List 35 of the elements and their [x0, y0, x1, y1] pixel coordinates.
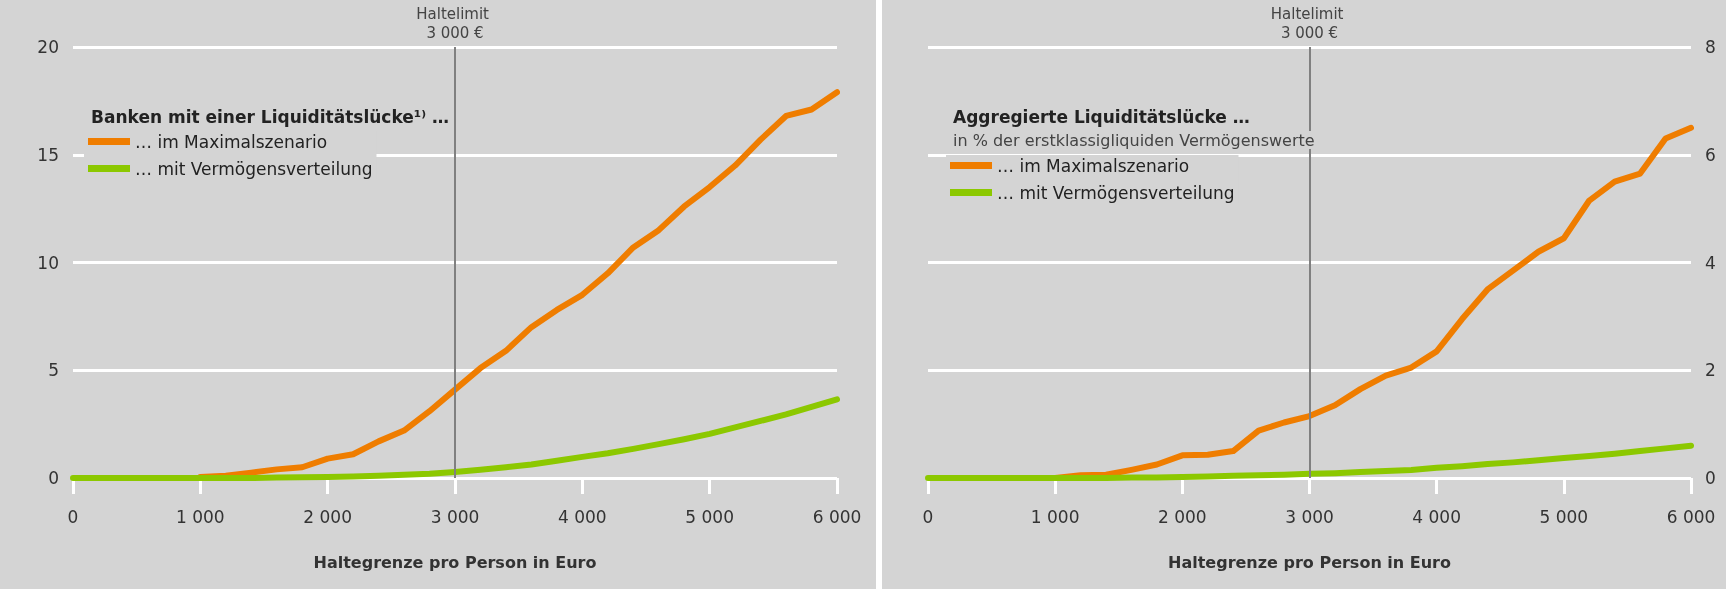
x-tick-label: 0 [67, 506, 79, 527]
x-tick-label: 6 000 [812, 506, 862, 527]
x-tick-label: 2 000 [1158, 506, 1207, 527]
y-tick-label: 4 [1705, 252, 1716, 273]
x-tick-label: 3 000 [430, 506, 480, 527]
x-tick-label: 5 000 [685, 506, 734, 527]
y-tick-label: 6 [1705, 144, 1716, 165]
x-tick-label: 6 000 [1666, 506, 1716, 527]
y-axis-title: in % der erstklassigliquiden Vermögenswerte [953, 130, 1315, 150]
x-tick-label: 2 000 [303, 506, 352, 527]
x-tick-label: 0 [922, 506, 934, 527]
x-axis-title: Haltegrenze pro Person in Euro [1168, 552, 1451, 572]
y-tick-label: 15 [37, 144, 59, 165]
legend-title: Banken mit einer Liquiditätslücke¹⁾ … [91, 106, 450, 127]
legend-label: … im Maximalszenario [135, 131, 328, 152]
x-tick-label: 4 000 [1412, 506, 1461, 527]
ref-line-label: Haltelimit 3 000 € [1270, 4, 1349, 42]
y-tick-label: 8 [1705, 37, 1716, 57]
y-tick-label: 0 [48, 468, 59, 488]
x-tick-label: 4 000 [558, 506, 607, 527]
x-tick-label: 5 000 [1539, 506, 1589, 527]
legend-title: Aggregierte Liquiditätslücke … [953, 106, 1250, 127]
x-axis-title: Haltegrenze pro Person in Euro [313, 552, 597, 572]
x-tick-label: 3 000 [1285, 506, 1334, 527]
legend-label: … mit Vermögensverteilung [135, 158, 373, 179]
x-tick-label: 1 000 [176, 506, 225, 527]
y-tick-label: 0 [1705, 468, 1716, 488]
legend-label: … mit Vermögensverteilung [997, 182, 1235, 203]
legend-label: … im Maximalszenario [997, 155, 1190, 176]
y-tick-label: 2 [1705, 360, 1716, 381]
y-tick-label: 20 [37, 37, 59, 57]
y-tick-label: 10 [37, 252, 59, 273]
x-tick-label: 1 000 [1030, 506, 1080, 527]
ref-line-label: Haltelimit 3 000 € [416, 4, 494, 42]
y-tick-label: 5 [48, 360, 59, 381]
